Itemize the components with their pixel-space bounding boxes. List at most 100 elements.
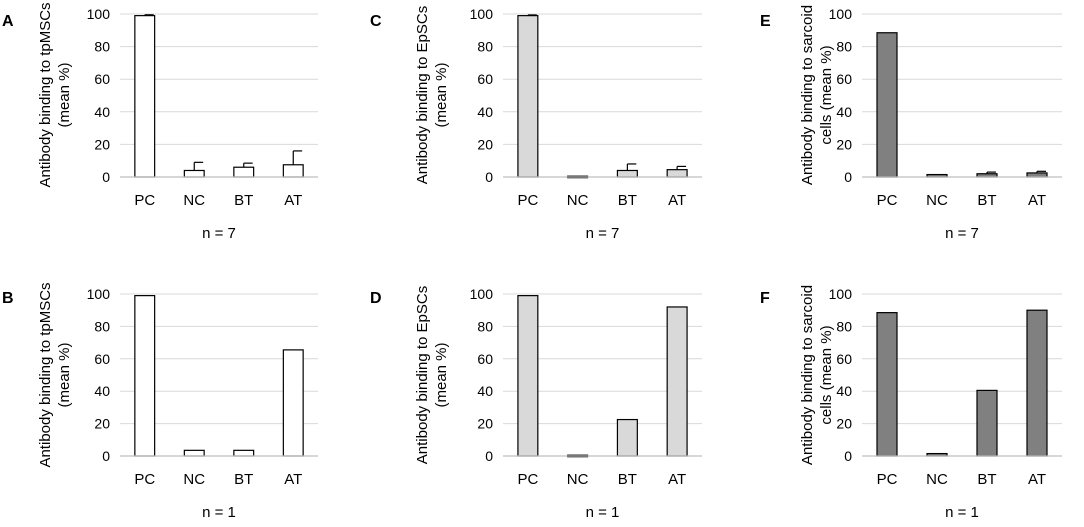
x-tick-label: NC <box>926 192 948 209</box>
x-tick-label: NC <box>567 471 589 488</box>
y-axis-label-line: cells (mean %) <box>818 45 835 144</box>
bar <box>134 15 156 178</box>
x-tick-label: PC <box>877 192 898 209</box>
bar <box>1026 309 1048 457</box>
y-tick-label: 80 <box>94 318 110 334</box>
y-tick-label: 40 <box>836 383 852 399</box>
y-axis-label: Antibody binding to tpMSCs (mean %) <box>37 282 73 467</box>
bar <box>666 306 688 457</box>
y-tick-label: 60 <box>94 71 110 87</box>
y-tick-label: 40 <box>94 104 110 120</box>
y-tick-label: 80 <box>836 39 852 55</box>
bar <box>876 312 898 457</box>
y-tick-label: 100 <box>87 6 111 22</box>
x-tick-label: PC <box>134 192 155 209</box>
y-axis-label-line: cells (mean %) <box>818 325 835 424</box>
x-tick-label: AT <box>668 471 686 488</box>
bar <box>183 449 205 457</box>
panel-letter: D <box>370 290 382 307</box>
y-tick-label: 80 <box>836 318 852 334</box>
bar <box>134 295 156 457</box>
y-tick-label: 60 <box>836 351 852 367</box>
chart-panel-e: 0 20 40 60 80 100 PC NC BT AT Antibody binding to … <box>760 5 1062 242</box>
sample-size-label: n = 1 <box>586 504 620 521</box>
y-axis-label: Antibody binding to EpSCs (mean %) <box>414 6 450 184</box>
bar <box>233 166 255 178</box>
x-tick-label: PC <box>877 471 898 488</box>
sample-size-label: n = 1 <box>202 504 236 521</box>
x-tick-label: AT <box>1028 471 1046 488</box>
y-axis-label-line: Antibody binding to sarcoid <box>799 285 816 465</box>
y-tick-label: 20 <box>836 416 852 432</box>
y-axis-label: Antibody binding to sarcoid cells (mean %… <box>799 285 835 465</box>
sample-size-label: n = 7 <box>945 225 979 242</box>
y-tick-label: 40 <box>836 104 852 120</box>
x-tick-label: PC <box>517 471 538 488</box>
y-tick-label: 100 <box>470 6 494 22</box>
bar <box>282 164 304 178</box>
y-tick-label: 40 <box>477 383 493 399</box>
y-tick-label: 0 <box>844 169 852 185</box>
y-axis-label-line: (mean %) <box>56 342 73 407</box>
y-tick-label: 100 <box>829 286 853 302</box>
y-axis-label-line: Antibody binding to EpSCs <box>414 6 431 184</box>
bar <box>876 32 898 178</box>
bar <box>1026 172 1048 178</box>
y-tick-label: 80 <box>477 318 493 334</box>
x-tick-label: NC <box>926 471 948 488</box>
x-tick-label: PC <box>134 471 155 488</box>
bar <box>616 169 638 178</box>
y-tick-label: 0 <box>485 169 493 185</box>
bar <box>282 349 304 457</box>
y-tick-label: 60 <box>94 351 110 367</box>
y-tick-label: 0 <box>844 448 852 464</box>
y-axis-label-line: Antibody binding to EpSCs <box>414 286 431 464</box>
panel-letter: E <box>760 13 771 30</box>
y-tick-label: 80 <box>477 39 493 55</box>
x-tick-label: NC <box>183 192 205 209</box>
panel-letter: B <box>2 290 14 307</box>
x-tick-label: NC <box>183 471 205 488</box>
y-axis-label-line: (mean %) <box>56 62 73 127</box>
y-axis-label-line: (mean %) <box>433 62 450 127</box>
x-tick-label: BT <box>618 471 637 488</box>
x-tick-label: AT <box>668 192 686 209</box>
sample-size-label: n = 1 <box>945 504 979 521</box>
y-axis-label-line: Antibody binding to tpMSCs <box>37 2 54 187</box>
bar <box>666 169 688 178</box>
chart-panel-d: 0 20 40 60 80 100 PC NC BT AT Antibody binding to … <box>370 286 702 521</box>
sample-size-label: n = 7 <box>202 225 236 242</box>
y-tick-label: 60 <box>477 71 493 87</box>
x-tick-label: AT <box>1028 192 1046 209</box>
panel-letter: C <box>370 13 382 30</box>
y-tick-label: 20 <box>477 136 493 152</box>
x-tick-label: AT <box>284 192 302 209</box>
panel-letter: A <box>2 13 14 30</box>
bar <box>976 389 998 457</box>
bar <box>517 15 539 178</box>
y-tick-label: 0 <box>485 448 493 464</box>
bar <box>233 449 255 457</box>
y-tick-label: 0 <box>102 448 110 464</box>
y-tick-label: 20 <box>477 416 493 432</box>
x-tick-label: BT <box>977 192 996 209</box>
y-axis-label-line: Antibody binding to sarcoid <box>799 5 816 185</box>
x-tick-label: BT <box>977 471 996 488</box>
y-tick-label: 60 <box>836 71 852 87</box>
chart-panel-b: 0 20 40 60 80 100 PC NC BT AT Antibody binding to … <box>2 282 318 521</box>
y-axis-label: Antibody binding to EpSCs (mean %) <box>414 286 450 464</box>
x-tick-label: BT <box>234 471 253 488</box>
y-axis-label-line: (mean %) <box>433 342 450 407</box>
y-tick-label: 80 <box>94 39 110 55</box>
y-axis-label-line: Antibody binding to tpMSCs <box>37 282 54 467</box>
sample-size-label: n = 7 <box>586 225 620 242</box>
x-tick-label: BT <box>618 192 637 209</box>
panel-letter: F <box>760 290 770 307</box>
chart-panel-f: 0 20 40 60 80 100 PC NC BT AT Antibody binding to … <box>760 285 1062 521</box>
x-tick-label: BT <box>234 192 253 209</box>
x-tick-label: PC <box>517 192 538 209</box>
y-axis-label: Antibody binding to sarcoid cells (mean %… <box>799 5 835 185</box>
bar <box>517 295 539 457</box>
